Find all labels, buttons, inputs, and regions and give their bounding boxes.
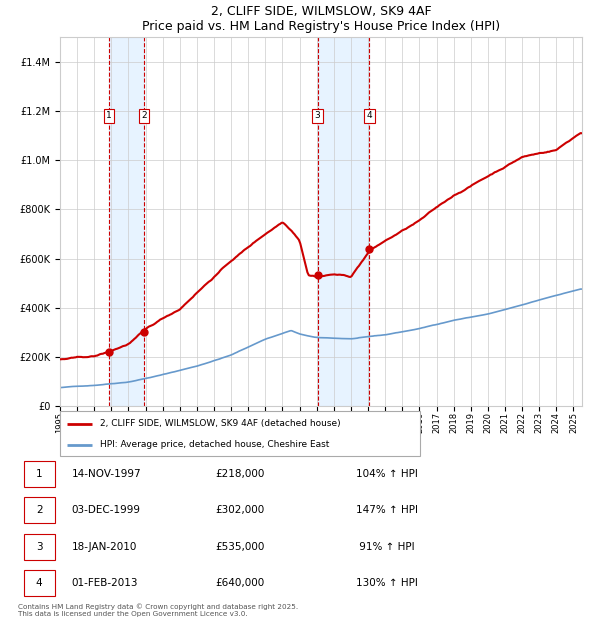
Text: 01-FEB-2013: 01-FEB-2013 — [71, 578, 138, 588]
Text: HPI: Average price, detached house, Cheshire East: HPI: Average price, detached house, Ches… — [100, 440, 329, 449]
Bar — [109, 37, 144, 406]
Text: 18-JAN-2010: 18-JAN-2010 — [71, 542, 137, 552]
Title: 2, CLIFF SIDE, WILMSLOW, SK9 4AF
Price paid vs. HM Land Registry's House Price I: 2, CLIFF SIDE, WILMSLOW, SK9 4AF Price p… — [142, 5, 500, 33]
Text: 130% ↑ HPI: 130% ↑ HPI — [356, 578, 418, 588]
Text: £640,000: £640,000 — [215, 578, 265, 588]
Text: 2: 2 — [142, 112, 147, 120]
Text: 1: 1 — [36, 469, 43, 479]
Text: 4: 4 — [367, 112, 372, 120]
Text: £535,000: £535,000 — [215, 542, 265, 552]
Text: £218,000: £218,000 — [215, 469, 265, 479]
Text: 147% ↑ HPI: 147% ↑ HPI — [356, 505, 418, 515]
Bar — [23, 534, 55, 560]
Text: 4: 4 — [36, 578, 43, 588]
Text: 03-DEC-1999: 03-DEC-1999 — [71, 505, 140, 515]
Text: 3: 3 — [315, 112, 320, 120]
Text: 3: 3 — [36, 542, 43, 552]
Bar — [23, 570, 55, 596]
Text: 14-NOV-1997: 14-NOV-1997 — [71, 469, 141, 479]
Text: 1: 1 — [106, 112, 112, 120]
Bar — [317, 37, 370, 406]
Bar — [23, 461, 55, 487]
Text: 2, CLIFF SIDE, WILMSLOW, SK9 4AF (detached house): 2, CLIFF SIDE, WILMSLOW, SK9 4AF (detach… — [100, 419, 340, 428]
Bar — [23, 497, 55, 523]
Text: Contains HM Land Registry data © Crown copyright and database right 2025.
This d: Contains HM Land Registry data © Crown c… — [18, 603, 298, 617]
Text: 2: 2 — [36, 505, 43, 515]
Text: 91% ↑ HPI: 91% ↑ HPI — [356, 542, 415, 552]
Text: 104% ↑ HPI: 104% ↑ HPI — [356, 469, 418, 479]
Text: £302,000: £302,000 — [215, 505, 265, 515]
